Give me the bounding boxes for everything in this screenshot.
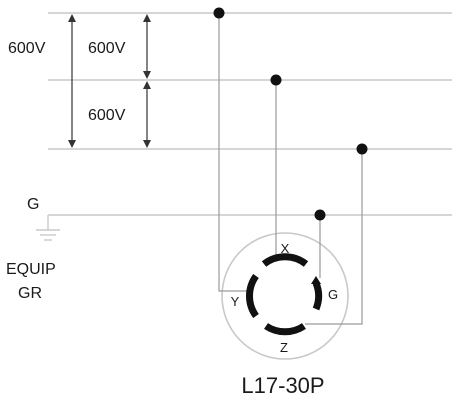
connection-dot-ground	[314, 209, 326, 221]
blade-x	[261, 253, 309, 267]
wire-z	[305, 149, 363, 325]
wire-y	[218, 13, 252, 292]
terminal-label-y: Y	[231, 294, 240, 309]
blade-ground	[312, 281, 323, 311]
equipment-ground-symbol	[36, 229, 60, 241]
voltage-arrow-outer-left	[68, 14, 76, 148]
plug-face	[221, 232, 349, 360]
blade-y	[246, 273, 259, 319]
plug-title: L17-30P	[241, 373, 324, 398]
voltage-arrow-inner-bottom	[143, 81, 151, 148]
blade-z	[264, 322, 306, 336]
connection-dot-3	[356, 143, 368, 155]
terminal-label-x: X	[281, 241, 290, 256]
connection-dot-2	[270, 74, 282, 86]
ground-label: G	[27, 196, 39, 213]
equip-ground-label-line2: GR	[18, 285, 42, 302]
voltage-label-outer: 600V	[8, 40, 46, 57]
terminal-label-g: G	[328, 287, 338, 302]
connection-dot-1	[213, 7, 225, 19]
ground-blade-tip	[311, 276, 321, 284]
voltage-label-inner-bottom: 600V	[88, 107, 126, 124]
equip-ground-label-line1: EQUIP	[6, 261, 56, 278]
terminal-label-z: Z	[280, 340, 288, 355]
voltage-label-inner-top: 600V	[88, 40, 126, 57]
voltage-arrow-inner-top	[143, 14, 151, 79]
